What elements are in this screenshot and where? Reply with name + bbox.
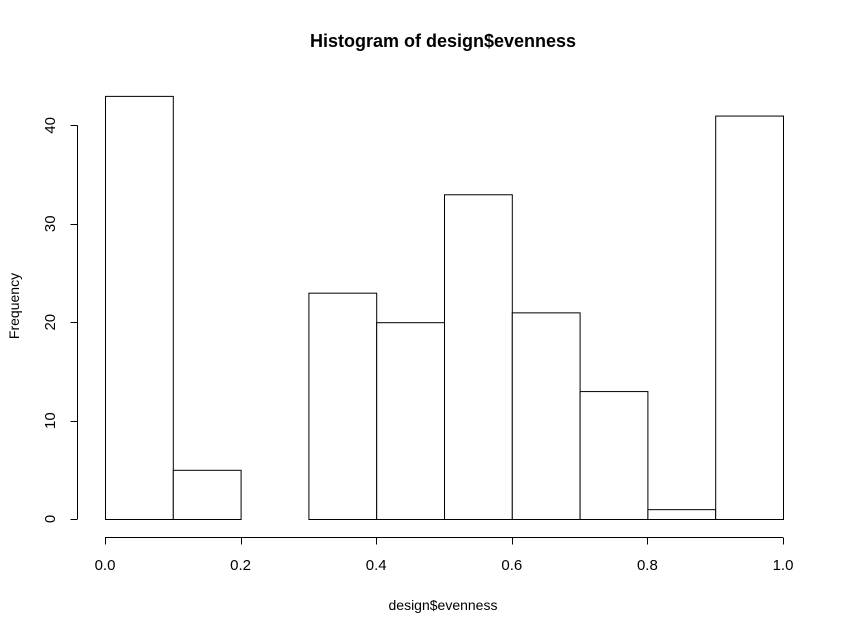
y-tick-label: 40 (42, 117, 59, 134)
histogram-bar (172, 469, 242, 520)
x-tick-label: 0.4 (366, 557, 387, 574)
histogram-bar (579, 391, 649, 520)
histogram-bar (376, 322, 446, 521)
histogram-bar (715, 115, 785, 520)
bars-group (105, 95, 785, 521)
histogram-bar (647, 509, 717, 521)
chart-title: Histogram of design$evenness (310, 31, 576, 51)
x-tick-label: 0.2 (230, 557, 251, 574)
x-axis-label: design$evenness (389, 597, 498, 613)
y-axis-label: Frequency (6, 273, 22, 339)
y-tick-label: 10 (42, 412, 59, 429)
x-tick-label: 0.0 (95, 557, 116, 574)
histogram-bar (105, 95, 174, 520)
y-axis: 0 10 20 30 40 (42, 117, 78, 523)
histogram-bar (444, 194, 513, 520)
y-tick-label: 0 (42, 515, 59, 523)
y-tick-label: 20 (42, 314, 59, 331)
x-tick-label: 0.6 (501, 557, 522, 574)
x-axis: 0.0 0.2 0.4 0.6 0.8 1.0 (95, 537, 794, 574)
histogram-bar (511, 312, 581, 520)
x-tick-label: 0.8 (637, 557, 658, 574)
histogram-bar (308, 292, 378, 520)
x-tick-label: 1.0 (773, 557, 794, 574)
y-tick-label: 30 (42, 215, 59, 232)
